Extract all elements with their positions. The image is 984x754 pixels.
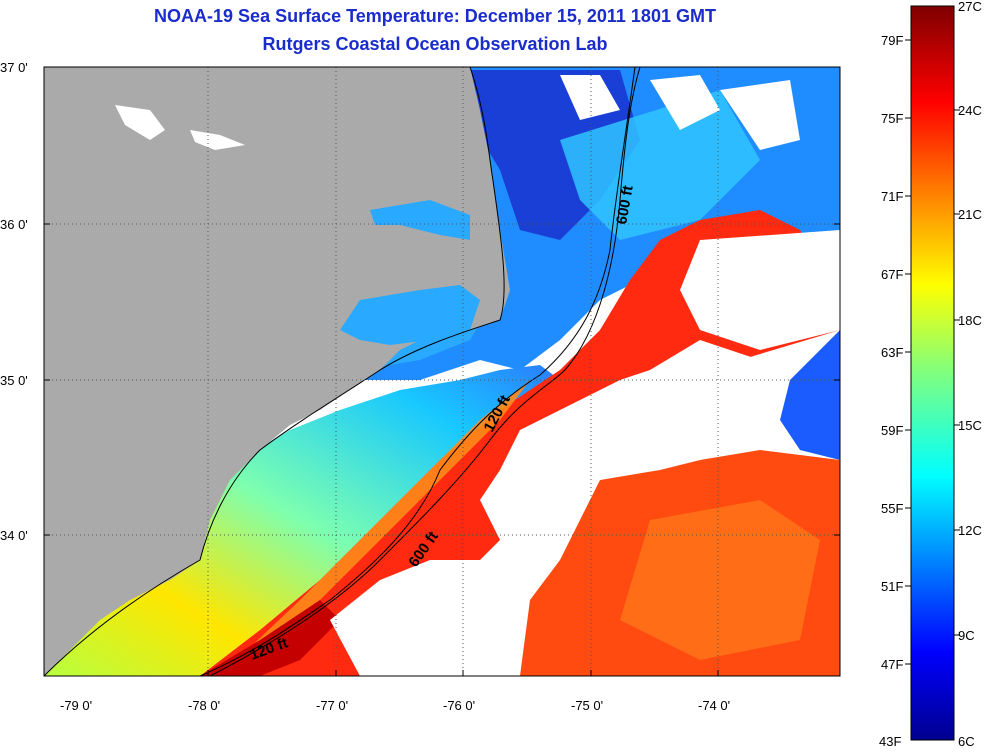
- colorbar-f-59: 59F: [881, 423, 903, 438]
- cloud-gap-south: [330, 560, 520, 676]
- coastline: [44, 67, 505, 676]
- albemarle-sound: [370, 200, 470, 240]
- isobath-600ft: [209, 67, 641, 676]
- lon-label-74: -74 0': [698, 698, 730, 713]
- colorbar-gradient: [910, 5, 955, 741]
- northeast-cloud-gaps: [560, 75, 800, 150]
- lon-label-76: -76 0': [443, 698, 475, 713]
- cold-water-southeast: [780, 330, 840, 460]
- colorbar-f-79: 79F: [881, 33, 903, 48]
- cyan-band: [560, 90, 760, 240]
- map-grid: [44, 67, 840, 676]
- colorbar-c-27: 27C: [958, 0, 982, 14]
- colorbar-c-24: 24C: [958, 103, 982, 118]
- colorbar: 79F 75F 71F 67F 63F 59F 55F 51F 47F 43F …: [879, 0, 982, 749]
- cloud-gap-center: [480, 330, 840, 540]
- colorbar-f-67: 67F: [881, 267, 903, 282]
- colorbar-f-55: 55F: [881, 501, 903, 516]
- colorbar-c-6: 6C: [958, 734, 975, 749]
- map-subtitle: Rutgers Coastal Ocean Observation Lab: [262, 34, 608, 54]
- offshore-warm-orange: [620, 500, 820, 660]
- cloud-gap-east: [680, 230, 840, 350]
- colorbar-f-51: 51F: [881, 579, 903, 594]
- map-border: [43, 66, 841, 677]
- colorbar-c-9: 9C: [958, 628, 975, 643]
- colorbar-f-43: 43F: [879, 734, 901, 749]
- gulf-stream-core: [200, 600, 340, 676]
- colorbar-f-63: 63F: [881, 345, 903, 360]
- colorbar-ticks: [905, 39, 960, 665]
- colorbar-f-75: 75F: [881, 111, 903, 126]
- colorbar-c-15: 15C: [958, 418, 982, 433]
- shelf-water: [44, 365, 560, 676]
- lat-label-35: 35 0': [0, 373, 28, 388]
- colorbar-f-71: 71F: [881, 189, 903, 204]
- map-plot-area: 600 ft 120 ft 600 ft 120 ft: [44, 67, 840, 676]
- colorbar-c-21: 21C: [958, 207, 982, 222]
- inland-lakes: [115, 105, 245, 150]
- map-ticks: [44, 223, 840, 676]
- colorbar-f-47: 47F: [881, 657, 903, 672]
- lon-label-77: -77 0': [316, 698, 348, 713]
- colorbar-c-18: 18C: [958, 313, 982, 328]
- lon-label-78: -78 0': [188, 698, 220, 713]
- colorbar-c-12: 12C: [958, 523, 982, 538]
- lon-label-75: -75 0': [571, 698, 603, 713]
- lat-label-37: 37 0': [0, 60, 28, 75]
- lat-label-34: 34 0': [0, 528, 28, 543]
- contour-label-600ft-north: 600 ft: [613, 184, 637, 226]
- lat-label-36: 36 0': [0, 217, 28, 232]
- pamlico-sound: [340, 285, 480, 345]
- lon-label-79: -79 0': [60, 698, 92, 713]
- map-title: NOAA-19 Sea Surface Temperature: Decembe…: [154, 6, 716, 26]
